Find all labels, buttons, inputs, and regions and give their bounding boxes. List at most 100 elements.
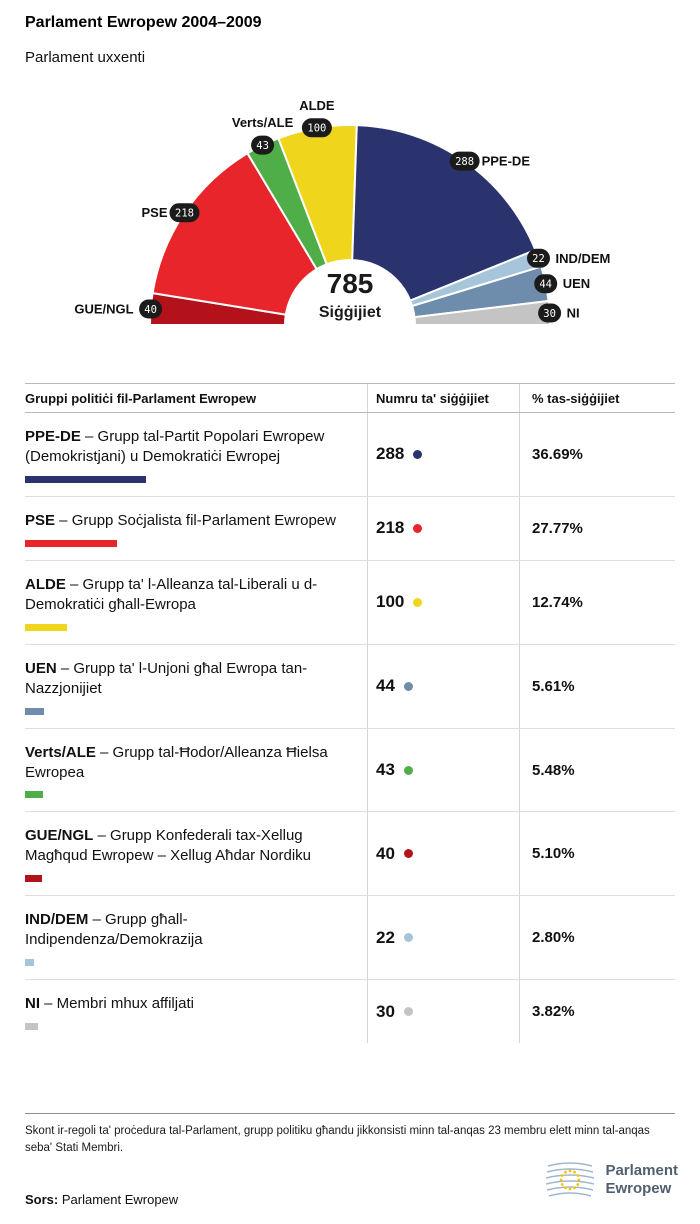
party-cell: ALDE – Grupp ta' l-Alleanza tal-Liberali… — [25, 561, 367, 644]
table-header-row: Gruppi politiċi fil-Parlament Ewropew Nu… — [25, 383, 675, 413]
seats-cell: 44 — [367, 644, 519, 728]
source-line: Sors: Parlament Ewropew — [25, 1192, 178, 1207]
seats-value: 44 — [376, 676, 395, 696]
table-row-PPE-DE: PPE-DE – Grupp tal-Partit Popolari Ewrop… — [25, 413, 675, 497]
percent-cell: 27.77% — [519, 496, 675, 560]
party-label-IND/DEM: IND/DEM — [556, 251, 611, 266]
party-abbr: NI — [25, 995, 40, 1013]
percent-bar — [25, 1023, 38, 1031]
seat-badge-value-IND/DEM: 22 — [532, 253, 545, 265]
party-label-UEN: UEN — [563, 276, 590, 291]
party-name: – Grupp ta' l-Alleanza tal-Liberali u d-… — [25, 575, 318, 613]
party-text: ALDE – Grupp ta' l-Alleanza tal-Liberali… — [25, 575, 337, 615]
party-cell: Verts/ALE – Grupp tal-Ħodor/Alleanza Ħie… — [25, 729, 367, 812]
seats-cell: 30 — [367, 980, 519, 1044]
party-cell: PPE-DE – Grupp tal-Partit Popolari Ewrop… — [25, 413, 367, 496]
seats-cell: 40 — [367, 812, 519, 896]
table-row-IND/DEM: IND/DEM – Grupp għall-Indipendenza/Demok… — [25, 896, 675, 981]
ep-logo: Parlament Ewropew — [544, 1158, 678, 1202]
percent-value: 5.48% — [532, 761, 575, 779]
table-row-ALDE: ALDE – Grupp ta' l-Alleanza tal-Liberali… — [25, 560, 675, 645]
seats-cell: 288 — [367, 413, 519, 496]
percent-cell: 36.69% — [519, 413, 675, 496]
percent-value: 27.77% — [532, 519, 583, 537]
percent-bar — [25, 623, 67, 631]
seat-badge-IND/DEM — [527, 248, 550, 268]
party-color-dot — [413, 449, 423, 459]
party-color-dot — [403, 933, 413, 943]
party-name: – Grupp għall-Indipendenza/Demokrazija — [25, 911, 203, 949]
ep-logo-icon — [546, 1162, 595, 1197]
header: Parlament Ewropew 2004–2009 Parlament ux… — [25, 14, 262, 66]
table-row-NI: NI – Membri mhux affiljati 30 3.82% — [25, 980, 675, 1044]
party-text: UEN – Grupp ta' l-Unjoni għal Ewropa tan… — [25, 659, 337, 699]
seats-value: 40 — [376, 843, 395, 863]
party-cell: GUE/NGL – Grupp Konfederali tax-Xellug M… — [25, 812, 367, 895]
party-abbr: Verts/ALE — [25, 743, 96, 761]
seat-badge-ALDE — [301, 118, 332, 138]
percent-bar — [25, 875, 42, 883]
percent-value: 12.74% — [532, 593, 583, 611]
seats-cell: 218 — [367, 496, 519, 560]
percent-bar — [25, 959, 34, 967]
seat-badge-UEN — [534, 274, 558, 294]
party-text: PSE – Grupp Soċjalista fil-Parlament Ewr… — [25, 511, 337, 531]
seat-badge-value-PSE: 218 — [175, 208, 194, 220]
source-text: Parlament Ewropew — [58, 1192, 179, 1207]
table-header-percent: % tas-siġġijiet — [519, 384, 675, 412]
party-name: – Membri mhux affiljati — [40, 995, 194, 1013]
percent-cell: 5.10% — [519, 812, 675, 896]
seats-cell: 22 — [367, 896, 519, 980]
chart-center-circle — [284, 259, 416, 352]
seat-badge-PPE-DE — [449, 151, 480, 171]
party-label-PSE: PSE — [141, 205, 167, 220]
percent-bar — [25, 791, 43, 799]
seat-badge-PSE — [169, 203, 200, 223]
party-text: Verts/ALE – Grupp tal-Ħodor/Alleanza Ħie… — [25, 743, 337, 783]
seat-badge-value-Verts/ALE: 43 — [256, 140, 269, 152]
table-header-seats: Numru ta' siġġijiet — [367, 384, 519, 412]
party-color-dot — [403, 681, 413, 691]
page-title: Parlament Ewropew 2004–2009 — [25, 14, 262, 31]
percent-value: 3.82% — [532, 1003, 575, 1021]
percent-cell: 5.61% — [519, 644, 675, 728]
chart-total-seats: 785 — [327, 268, 374, 299]
party-cell: PSE – Grupp Soċjalista fil-Parlament Ewr… — [25, 497, 367, 560]
seat-badge-Verts/ALE — [251, 135, 275, 155]
percent-value: 36.69% — [532, 445, 583, 463]
percent-value: 2.80% — [532, 929, 575, 947]
seat-badge-value-GUE/NGL: 40 — [144, 304, 157, 316]
seats-cell: 43 — [367, 728, 519, 812]
footnote: Skont ir-regoli ta' proċedura tal-Parlam… — [25, 1113, 675, 1158]
party-name: – Grupp Soċjalista fil-Parlament Ewropew — [55, 511, 336, 529]
party-label-GUE/NGL: GUE/NGL — [74, 302, 133, 317]
table-row-Verts/ALE: Verts/ALE – Grupp tal-Ħodor/Alleanza Ħie… — [25, 728, 675, 813]
party-text: GUE/NGL – Grupp Konfederali tax-Xellug M… — [25, 826, 337, 866]
table-header-groups: Gruppi politiċi fil-Parlament Ewropew — [25, 391, 257, 406]
party-abbr: UEN — [25, 659, 57, 677]
party-abbr: PSE — [25, 511, 56, 529]
seat-badge-value-UEN: 44 — [539, 279, 552, 291]
seats-value: 100 — [376, 592, 405, 612]
hemicycle-labels: 40 GUE/NGL 218 PSE 43 Verts/ALE 100 ALDE 288 PPE-… — [74, 98, 610, 323]
party-label-ALDE: ALDE — [299, 98, 335, 113]
seats-value: 43 — [376, 760, 395, 779]
percent-cell: 5.48% — [519, 728, 675, 812]
party-cell: IND/DEM – Grupp għall-Indipendenza/Demok… — [25, 896, 367, 979]
ep-logo-text: Parlament Ewropew — [605, 1162, 678, 1198]
page-subtitle: Parlament uxxenti — [25, 49, 146, 66]
table-row-PSE: PSE – Grupp Soċjalista fil-Parlament Ewr… — [25, 496, 675, 561]
percent-bar — [25, 475, 146, 483]
party-text: NI – Membri mhux affiljati — [25, 994, 337, 1014]
source-label: Sors: — [25, 1192, 59, 1207]
seats-value: 288 — [376, 444, 405, 464]
seats-value: 218 — [376, 518, 405, 538]
table-body: PPE-DE – Grupp tal-Partit Popolari Ewrop… — [25, 413, 675, 1044]
hemicycle-chart: 785 Siġġijiet 40 GUE/NGL 218 PSE 43 Verts/ALE… — [74, 98, 610, 352]
party-abbr: ALDE — [25, 575, 66, 593]
percent-value: 5.61% — [532, 677, 575, 695]
seats-value: 22 — [376, 927, 395, 947]
party-abbr: GUE/NGL — [25, 827, 94, 845]
party-label-Verts/ALE: Verts/ALE — [232, 115, 294, 130]
party-cell: UEN – Grupp ta' l-Unjoni għal Ewropa tan… — [25, 645, 367, 728]
